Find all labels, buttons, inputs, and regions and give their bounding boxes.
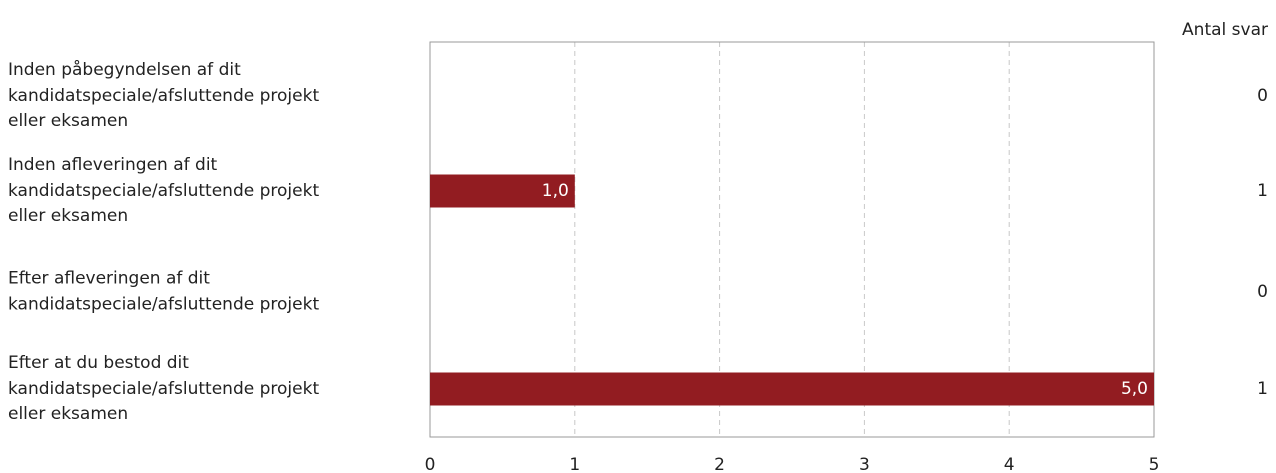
count-label: 1 (1257, 379, 1268, 399)
plot-border (429, 41, 1155, 438)
category-label: Inden påbegyndelsen af dit kandidatspeci… (8, 59, 320, 131)
value-label: 1,0 (542, 181, 569, 201)
bar (430, 174, 575, 208)
category-label: Inden afleveringen af dit kandidatspecia… (8, 154, 320, 226)
x-tick-label: 1 (569, 455, 580, 473)
x-tick-label: 0 (425, 455, 436, 473)
x-tick-label: 4 (1004, 455, 1015, 473)
category-label: Efter afleveringen af dit kandidatspecia… (8, 268, 320, 315)
x-tick-label: 3 (859, 455, 870, 473)
value-label: 5,0 (1121, 379, 1148, 399)
count-label: 0 (1257, 282, 1268, 302)
count-label: 0 (1257, 86, 1268, 106)
count-header: Antal svar (1182, 20, 1268, 40)
category-label: Efter at du bestod dit kandidatspeciale/… (8, 352, 320, 424)
bar (430, 372, 1154, 406)
x-tick-label: 2 (714, 455, 725, 473)
x-tick-label: 5 (1149, 455, 1160, 473)
count-label: 1 (1257, 181, 1268, 201)
